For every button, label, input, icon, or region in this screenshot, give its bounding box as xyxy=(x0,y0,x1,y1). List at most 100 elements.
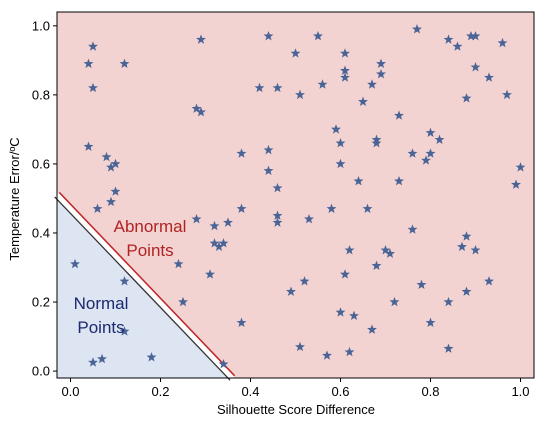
data-point-56 xyxy=(340,65,350,75)
abnormal-label-line1: Abnormal xyxy=(114,217,187,236)
data-point-51 xyxy=(331,124,341,134)
data-point-23 xyxy=(205,269,215,279)
data-point-62 xyxy=(353,175,364,186)
x-tick-label-3: 0.6 xyxy=(331,384,349,399)
data-point-64 xyxy=(362,203,373,214)
data-point-88 xyxy=(443,343,454,353)
x-tick-label-5: 1.0 xyxy=(511,384,529,399)
data-point-87 xyxy=(443,296,454,307)
y-axis-label: Temperature Error/ºC xyxy=(7,137,22,260)
data-point-81 xyxy=(421,155,431,165)
data-point-29 xyxy=(218,358,229,369)
data-point-59 xyxy=(344,245,355,255)
data-point-22 xyxy=(196,34,206,44)
data-point-35 xyxy=(263,165,274,176)
data-point-45 xyxy=(299,276,310,286)
x-tick-label-1: 0.2 xyxy=(151,384,169,399)
data-point-68 xyxy=(371,138,382,148)
data-point-25 xyxy=(209,220,220,231)
data-point-33 xyxy=(254,82,265,93)
data-point-94 xyxy=(466,30,476,41)
data-point-37 xyxy=(272,82,283,93)
normal-label-line1: Normal xyxy=(74,294,129,313)
data-point-18 xyxy=(178,296,188,307)
data-point-96 xyxy=(470,62,481,72)
data-point-55 xyxy=(340,48,350,58)
plot-area xyxy=(54,12,534,381)
normal-label-line2: Points xyxy=(77,318,124,337)
data-point-27 xyxy=(218,238,229,248)
data-point-50 xyxy=(326,203,337,214)
data-point-53 xyxy=(335,158,346,169)
x-tick-label-2: 0.4 xyxy=(241,384,259,399)
data-point-58 xyxy=(340,269,350,279)
data-point-85 xyxy=(434,134,445,144)
data-point-42 xyxy=(290,48,301,58)
data-point-13 xyxy=(110,186,121,196)
data-point-17 xyxy=(173,258,184,269)
data-point-86 xyxy=(443,34,454,44)
data-point-30 xyxy=(236,203,247,214)
data-point-3 xyxy=(146,352,157,362)
data-point-91 xyxy=(461,231,472,241)
data-point-34 xyxy=(263,30,274,41)
data-point-54 xyxy=(335,307,346,317)
data-point-70 xyxy=(376,58,386,68)
data-point-66 xyxy=(367,324,377,334)
boundary-line-outer xyxy=(54,196,231,381)
data-point-24 xyxy=(209,238,220,248)
data-point-10 xyxy=(101,151,112,162)
data-point-31 xyxy=(236,317,247,327)
data-point-36 xyxy=(263,144,274,155)
y-tick-label-3: 0.6 xyxy=(32,156,50,171)
data-point-26 xyxy=(214,241,224,251)
data-point-11 xyxy=(106,162,116,172)
data-point-69 xyxy=(371,260,382,270)
data-point-21 xyxy=(196,106,206,117)
data-point-72 xyxy=(380,245,391,255)
data-point-2 xyxy=(97,353,107,364)
plot-frame xyxy=(56,11,535,379)
data-point-80 xyxy=(416,279,427,289)
data-point-98 xyxy=(484,72,494,82)
data-point-71 xyxy=(376,68,386,79)
y-tick-label-1: 0.2 xyxy=(32,295,50,310)
data-point-93 xyxy=(461,286,472,296)
data-point-12 xyxy=(110,158,121,169)
boundary-line-inner xyxy=(58,191,236,377)
data-point-84 xyxy=(425,317,436,327)
data-point-9 xyxy=(83,141,94,151)
data-point-89 xyxy=(452,41,463,51)
data-point-43 xyxy=(295,89,305,100)
data-point-97 xyxy=(470,245,481,255)
data-point-82 xyxy=(425,148,436,158)
data-point-57 xyxy=(340,72,350,82)
data-point-101 xyxy=(502,89,512,100)
y-tick-label-2: 0.4 xyxy=(32,225,50,240)
x-tick-label-4: 0.8 xyxy=(421,384,439,399)
x-axis-label: Silhouette Score Difference xyxy=(217,402,375,417)
data-point-100 xyxy=(497,37,508,48)
data-point-74 xyxy=(389,296,400,307)
y-tick-label-0: 0.0 xyxy=(32,364,50,379)
data-point-49 xyxy=(322,350,332,360)
data-point-75 xyxy=(394,175,404,186)
data-point-44 xyxy=(295,341,305,352)
data-point-8 xyxy=(119,58,130,68)
data-point-5 xyxy=(83,58,94,68)
data-point-28 xyxy=(223,217,233,227)
data-point-95 xyxy=(470,30,481,41)
data-point-14 xyxy=(106,196,116,207)
data-point-4 xyxy=(119,326,130,336)
data-point-19 xyxy=(191,213,202,224)
abnormal-label-line2: Points xyxy=(126,241,173,260)
data-point-83 xyxy=(425,127,436,138)
data-point-0 xyxy=(70,258,80,269)
y-tick-label-4: 0.8 xyxy=(32,87,50,102)
data-point-39 xyxy=(272,210,283,220)
data-point-76 xyxy=(394,110,404,120)
data-points xyxy=(70,24,526,369)
data-point-92 xyxy=(461,93,472,103)
data-point-78 xyxy=(407,224,418,234)
data-point-38 xyxy=(272,182,283,193)
